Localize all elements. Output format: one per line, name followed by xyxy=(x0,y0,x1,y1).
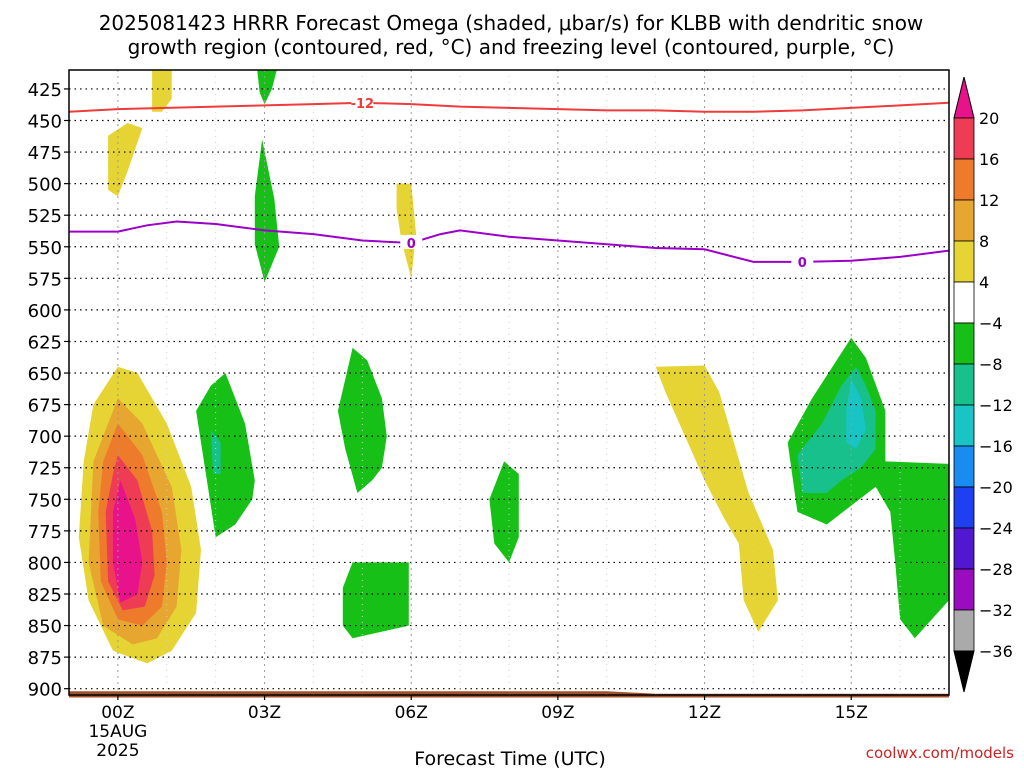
dendritic-contour-label-bg xyxy=(351,94,374,109)
shaded-region-neg-4-05z xyxy=(337,347,387,493)
y-axis: 425 450 475 500 525 550 575 600 625 650 675 700 725 7… xyxy=(28,80,69,701)
colorbar-label: −28 xyxy=(979,560,1013,579)
colorbar-bottom-arrow xyxy=(953,650,975,693)
colorbar-segment xyxy=(953,568,975,611)
y-tick-label-850: 850 xyxy=(28,617,62,638)
y-tick-label-425: 425 xyxy=(28,80,62,101)
colorbar-segment xyxy=(953,527,975,570)
shaded-region-pos-4-12z xyxy=(655,365,778,632)
grid-lines xyxy=(68,70,950,695)
y-tick-label-575: 575 xyxy=(28,269,62,290)
shaded-region-pos-4-top-left xyxy=(152,70,172,112)
y-tick-label-675: 675 xyxy=(28,396,62,417)
colorbar-label: 8 xyxy=(979,232,989,251)
colorbar-segment xyxy=(953,199,975,242)
contour-lines: -12 0 0 xyxy=(68,94,950,271)
y-tick-label-725: 725 xyxy=(28,459,62,480)
x-axis-label: Forecast Time (UTC) xyxy=(414,748,605,768)
x-tick-label-06Z: 06Z xyxy=(395,703,428,723)
colorbar-label: 12 xyxy=(979,191,999,210)
x-tick-label-12Z: 12Z xyxy=(688,703,721,723)
y-tick-label-525: 525 xyxy=(28,206,62,227)
colorbar-segment xyxy=(953,363,975,406)
x-tick-label-09Z: 09Z xyxy=(541,703,574,723)
colorbar: 20 16 12 8 4 −4 −8 −12 −16 −20 −24 −28 −32 −36 xyxy=(953,76,1013,693)
freezing-level-contour-label-bg xyxy=(400,234,423,249)
dendritic-contour-label: -12 xyxy=(351,97,375,112)
colorbar-label: −16 xyxy=(979,437,1013,456)
shaded-region-neg-4-08z xyxy=(489,461,519,563)
freezing-level-contour xyxy=(69,220,950,263)
colorbar-label: 4 xyxy=(979,273,989,292)
y-tick-label-600: 600 xyxy=(28,301,62,322)
shaded-region-neg-4-top xyxy=(257,70,277,105)
colorbar-segment xyxy=(953,322,975,365)
x-tick-label-15Z: 15Z xyxy=(835,703,868,723)
x-tick-sublabel-date: 15AUG xyxy=(88,722,147,742)
colorbar-label: −12 xyxy=(979,396,1013,415)
colorbar-segment xyxy=(953,609,975,652)
colorbar-label: −20 xyxy=(979,478,1013,497)
y-tick-label-475: 475 xyxy=(28,143,62,164)
y-tick-label-550: 550 xyxy=(28,238,62,259)
y-tick-label-900: 900 xyxy=(28,680,62,701)
x-tick-label-00Z: 00Z xyxy=(101,703,134,723)
colorbar-label: −32 xyxy=(979,601,1013,620)
y-tick-label-775: 775 xyxy=(28,522,62,543)
dendritic-contour xyxy=(68,101,950,113)
y-tick-label-450: 450 xyxy=(28,112,62,133)
shaded-region-pos-4-early xyxy=(108,123,143,197)
colorbar-segment xyxy=(953,281,975,324)
colorbar-segment xyxy=(953,158,975,201)
credit-link[interactable]: coolwx.com/models xyxy=(866,744,1014,762)
shaded-region-pos-4-06z xyxy=(396,183,417,279)
colorbar-segment xyxy=(953,117,975,160)
omega-shaded-regions xyxy=(78,70,949,664)
shaded-region-neg-4-mid xyxy=(254,139,280,283)
x-tick-label-03Z: 03Z xyxy=(248,703,281,723)
x-tick-sublabel-year: 2025 xyxy=(96,741,139,761)
y-tick-label-750: 750 xyxy=(28,490,62,511)
colorbar-label: 16 xyxy=(979,150,999,169)
colorbar-top-arrow xyxy=(953,76,975,119)
colorbar-segment xyxy=(953,445,975,488)
chart-title-line2: growth region (contoured, red, °C) and f… xyxy=(128,35,895,59)
y-tick-label-700: 700 xyxy=(28,427,62,448)
shaded-region-neg-8-02z xyxy=(210,429,221,474)
chart-title-line1: 2025081423 HRRR Forecast Omega (shaded, … xyxy=(99,11,924,35)
y-tick-label-500: 500 xyxy=(28,175,62,196)
y-tick-label-875: 875 xyxy=(28,648,62,669)
plot-frame xyxy=(68,69,950,696)
y-tick-label-825: 825 xyxy=(28,585,62,606)
colorbar-segment xyxy=(953,240,975,283)
shaded-region-pos-20-main xyxy=(113,480,143,603)
freezing-level-contour-label-bg xyxy=(791,253,814,268)
colorbar-label: −4 xyxy=(979,314,1003,333)
shaded-region-neg-4-05z-low xyxy=(342,562,409,639)
colorbar-label: −24 xyxy=(979,519,1013,538)
freezing-level-contour-label: 0 xyxy=(798,256,807,271)
colorbar-label: 20 xyxy=(979,109,999,128)
colorbar-label: −36 xyxy=(979,642,1013,661)
y-tick-label-650: 650 xyxy=(28,364,62,385)
colorbar-segment xyxy=(953,486,975,529)
freezing-level-contour-label: 0 xyxy=(407,237,416,252)
y-tick-label-625: 625 xyxy=(28,332,62,353)
colorbar-segment xyxy=(953,404,975,447)
colorbar-label: −8 xyxy=(979,355,1003,374)
shaded-region-neg-4-02z xyxy=(196,373,255,538)
y-tick-label-800: 800 xyxy=(28,553,62,574)
